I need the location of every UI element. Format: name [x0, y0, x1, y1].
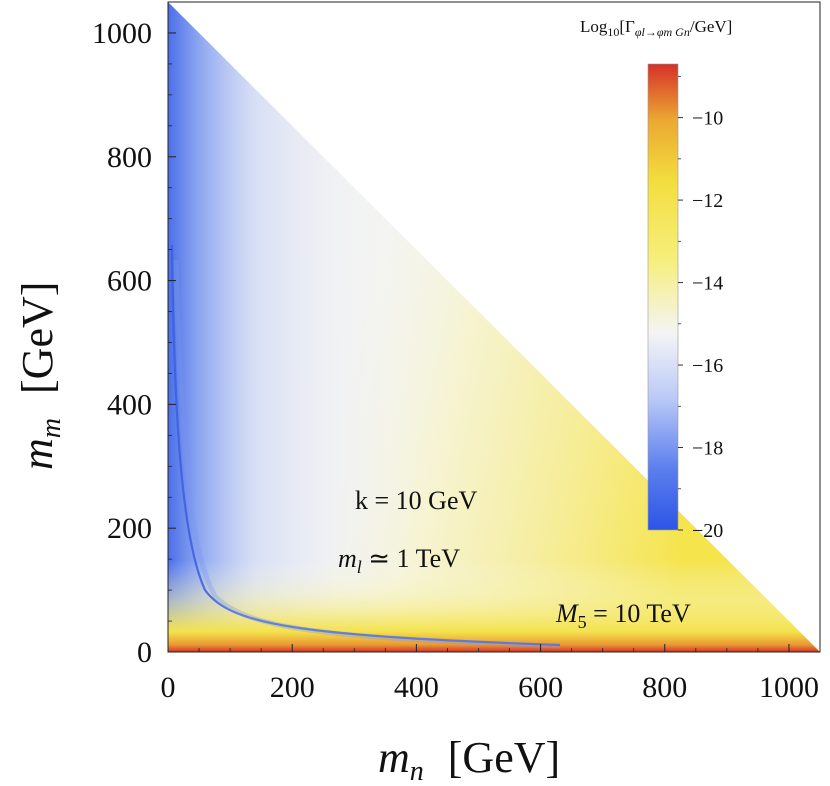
colorbar-title: Log10[Γφl→φm Gn/GeV]	[580, 17, 732, 39]
colorbar-tick-label: −14	[692, 273, 723, 295]
y-tick-label: 200	[107, 512, 152, 545]
colorbar-tick-label: −20	[692, 520, 723, 542]
x-tick-label: 0	[161, 671, 176, 704]
x-tick-label: 600	[518, 671, 563, 704]
colorbar-tick-label: −10	[692, 108, 723, 130]
y-tick-label: 600	[107, 265, 152, 298]
colorbar-tick-label: −18	[692, 438, 723, 460]
plot-frame	[167, 1, 821, 653]
annotation-m5: M5 = 10 TeV	[555, 599, 691, 632]
colorbar: −10 −12 −14 −16 −18 −20 Log10[Γφl→φm Gn/GeV]	[580, 17, 732, 542]
x-tick-label: 400	[394, 671, 439, 704]
annotation-k: k = 10 GeV	[355, 486, 477, 515]
x-axis-label: mn [GeV]	[378, 733, 560, 786]
x-tick-label: 800	[642, 671, 687, 704]
colorbar-tick-label: −12	[692, 190, 723, 212]
y-tick-label: 0	[137, 636, 152, 669]
y-tick-label: 1000	[92, 17, 152, 50]
annotation-ml: ml ≃ 1 TeV	[338, 544, 460, 577]
x-tick-label: 1000	[759, 671, 819, 704]
x-tick-label: 200	[270, 671, 315, 704]
y-tick-label: 400	[107, 388, 152, 421]
y-tick-label: 800	[107, 141, 152, 174]
y-axis: 0 200 400 600 800 1000	[92, 17, 176, 669]
colorbar-tick-label: −16	[692, 355, 723, 377]
heatmap-field	[168, 2, 820, 652]
x-axis: 0 200 400 600 800 1000	[161, 644, 819, 704]
y-axis-label: mm[GeV]	[13, 282, 67, 470]
